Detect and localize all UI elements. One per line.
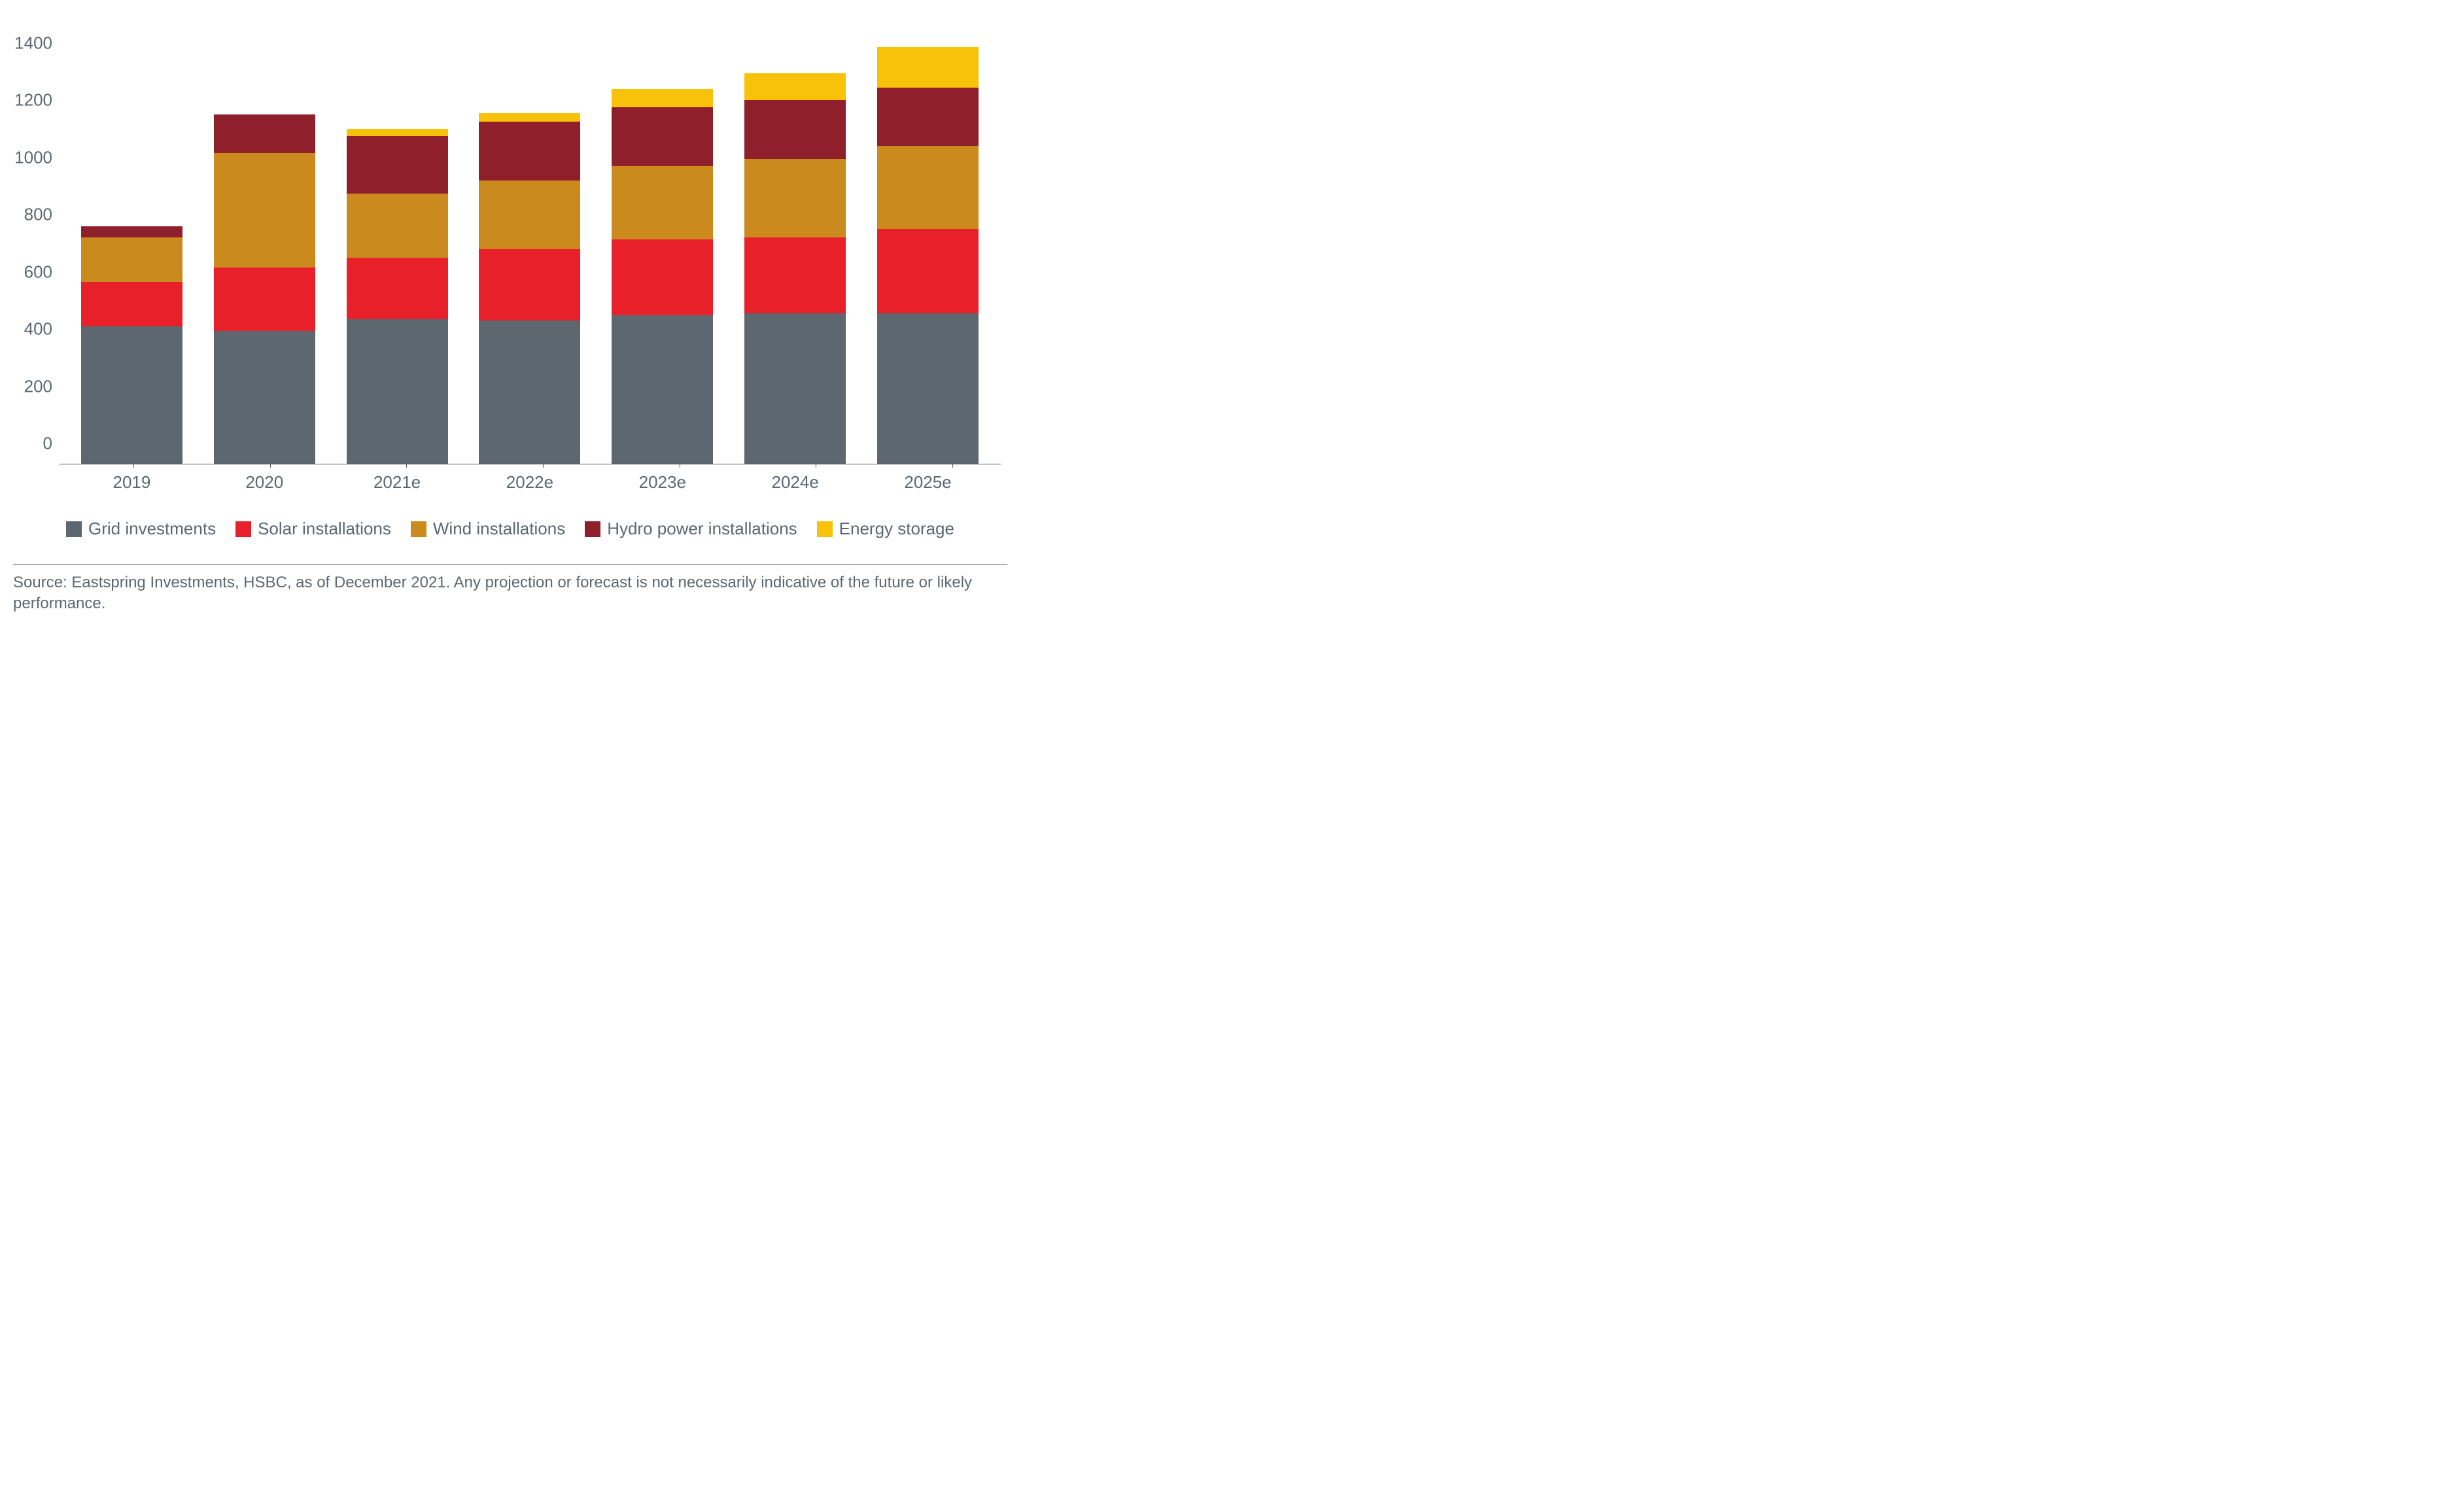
bar-segment-solar	[612, 239, 713, 315]
bar-segment-storage	[347, 129, 448, 136]
bar	[612, 89, 713, 464]
bar-segment-grid	[479, 320, 580, 464]
x-axis-label: 2023e	[612, 472, 713, 493]
y-tick-label: 800	[13, 205, 52, 225]
bar-segment-wind	[214, 153, 315, 268]
bar	[877, 47, 979, 464]
bar-segment-solar	[347, 258, 448, 319]
bar-segment-storage	[877, 47, 979, 87]
legend: Grid investments Solar installations Win…	[59, 519, 962, 539]
bar	[214, 114, 315, 464]
plot-area: 02004006008001000120014001600	[59, 7, 1001, 464]
bar-segment-hydro	[612, 107, 713, 166]
bar-segment-storage	[479, 113, 580, 122]
legend-label: Grid investments	[88, 519, 216, 539]
bar	[479, 113, 580, 464]
bar-segment-wind	[347, 194, 448, 258]
legend-item-hydro: Hydro power installations	[585, 519, 797, 539]
bar-segment-solar	[877, 229, 979, 313]
legend-label: Wind installations	[433, 519, 565, 539]
bar-segment-hydro	[214, 114, 315, 153]
x-axis-label: 2021e	[347, 472, 448, 493]
legend-swatch-storage	[817, 521, 833, 537]
legend-swatch-solar	[235, 521, 251, 537]
y-tick-label: 1200	[13, 90, 52, 111]
bar-segment-hydro	[347, 136, 448, 194]
bar-segment-solar	[81, 282, 182, 326]
bar-segment-wind	[612, 166, 713, 239]
bar-segment-grid	[347, 319, 448, 464]
x-tick	[270, 464, 271, 468]
x-tick	[406, 464, 407, 468]
x-tick	[952, 464, 953, 468]
legend-label: Solar installations	[258, 519, 391, 539]
bar	[347, 129, 448, 464]
legend-swatch-hydro	[585, 521, 600, 537]
bars-container	[59, 7, 1001, 464]
bar-segment-storage	[612, 89, 713, 107]
bar-segment-grid	[744, 313, 846, 464]
y-tick-label: 0	[13, 434, 52, 454]
legend-label: Energy storage	[839, 519, 954, 539]
x-axis-label: 2025e	[877, 472, 979, 493]
legend-item-grid: Grid investments	[66, 519, 216, 539]
x-axis-label: 2019	[81, 472, 182, 493]
bar-segment-grid	[612, 315, 713, 464]
bar-segment-solar	[744, 237, 846, 313]
bar-segment-solar	[214, 268, 315, 330]
x-axis-label: 2020	[214, 472, 315, 493]
bar-segment-grid	[81, 326, 182, 464]
bar	[744, 73, 846, 464]
x-axis-labels: 2019 2020 2021e 2022e 2023e 2024e 2025e	[59, 464, 1001, 493]
y-tick-label: 1000	[13, 147, 52, 167]
y-tick-label: 200	[13, 376, 52, 396]
bar-segment-hydro	[479, 122, 580, 181]
y-tick-label: 400	[13, 319, 52, 339]
bar-segment-hydro	[744, 100, 846, 159]
legend-item-storage: Energy storage	[817, 519, 954, 539]
bar-segment-solar	[479, 249, 580, 320]
x-tick	[133, 464, 134, 468]
legend-swatch-grid	[66, 521, 82, 537]
x-tick	[543, 464, 544, 468]
bar-segment-storage	[744, 73, 846, 101]
stacked-bar-chart: 02004006008001000120014001600 2019202020…	[0, 0, 1020, 628]
legend-item-wind: Wind installations	[411, 519, 565, 539]
bar-segment-wind	[81, 237, 182, 282]
bar-segment-hydro	[81, 226, 182, 238]
bar-segment-wind	[877, 146, 979, 229]
legend-swatch-wind	[411, 521, 426, 537]
bar-segment-grid	[877, 313, 979, 464]
legend-label: Hydro power installations	[607, 519, 797, 539]
source-caption: Source: Eastspring Investments, HSBC, as…	[13, 564, 1007, 615]
x-axis-label: 2024e	[744, 472, 846, 493]
y-tick-label: 1400	[13, 33, 52, 53]
bar	[81, 226, 182, 464]
bar-segment-wind	[744, 159, 846, 237]
y-tick-label: 600	[13, 262, 52, 282]
bar-segment-grid	[214, 331, 315, 464]
bar-segment-hydro	[877, 88, 979, 147]
x-axis-label: 2022e	[479, 472, 580, 493]
bar-segment-wind	[479, 181, 580, 249]
legend-item-solar: Solar installations	[235, 519, 391, 539]
